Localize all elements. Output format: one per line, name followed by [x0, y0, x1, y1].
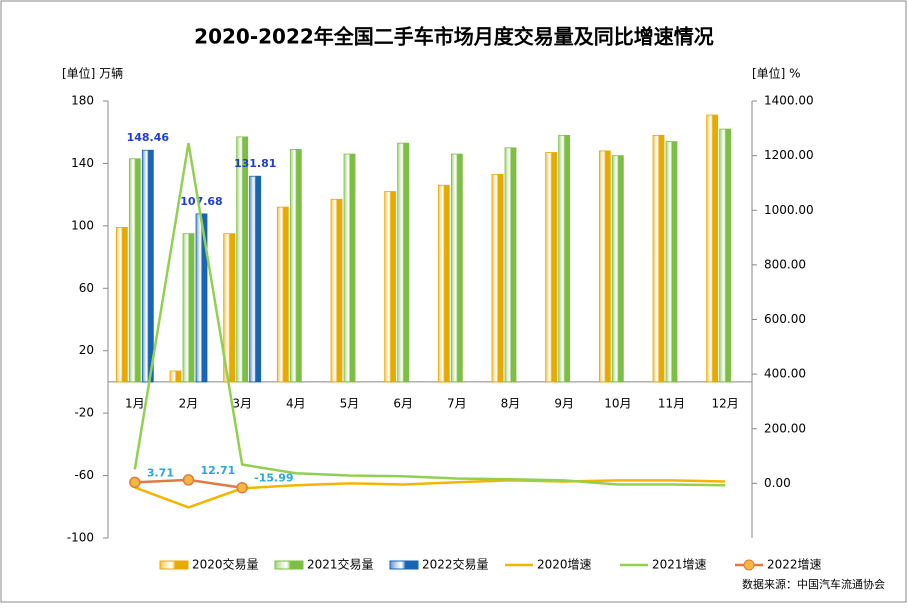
bar	[249, 175, 262, 383]
legend-label: 2022交易量	[422, 557, 489, 572]
bar	[182, 233, 195, 383]
y2-tick-label: 0.00	[764, 476, 791, 490]
y-tick-label: -20	[74, 406, 94, 420]
y2-tick-label: 600.00	[764, 312, 806, 326]
data-label: 107.68	[180, 195, 222, 208]
legend-label: 2020增速	[537, 558, 592, 572]
marker	[182, 474, 195, 486]
legend-label: 2021交易量	[307, 557, 374, 572]
bar	[450, 153, 463, 383]
legend-swatch	[389, 560, 419, 570]
y2-tick-label: 1200.00	[764, 148, 814, 162]
legend-label: 2021增速	[652, 558, 707, 572]
marker	[129, 476, 141, 489]
bar	[276, 206, 289, 383]
bar	[545, 152, 558, 383]
bar	[598, 150, 611, 383]
y-tick-label: 140	[71, 156, 94, 170]
x-tick-label: 3月	[232, 396, 252, 410]
legend-swatch	[159, 560, 189, 570]
y-tick-label: -100	[67, 531, 94, 545]
bar	[491, 173, 504, 383]
data-label: 148.46	[127, 131, 170, 144]
x-tick-label: 2月	[179, 396, 199, 410]
bar	[665, 141, 678, 383]
bar	[384, 191, 397, 383]
y-tick-label: 180	[71, 94, 94, 108]
bar	[343, 153, 356, 383]
line	[133, 142, 726, 487]
y2-tick-label: 200.00	[764, 421, 806, 435]
y-tick-label: 60	[79, 281, 94, 295]
bar	[706, 114, 719, 383]
legend-swatch	[274, 560, 304, 570]
y-tick-label: 20	[79, 343, 94, 357]
x-tick-label: 1月	[125, 396, 145, 410]
bar	[169, 370, 182, 383]
y2-tick-label: 1400.00	[764, 94, 814, 108]
x-tick-label: 6月	[393, 396, 413, 410]
data-label: 12.71	[201, 464, 236, 477]
data-label: 3.71	[147, 466, 174, 479]
y-tick-label: 100	[71, 218, 94, 232]
legend-label: 2022增速	[767, 558, 822, 572]
y2-tick-label: 400.00	[764, 367, 806, 381]
x-tick-label: 10月	[604, 396, 631, 410]
bar	[719, 128, 732, 383]
chart-title: 2020-2022年全国二手车市场月度交易量及同比增速情况	[194, 25, 714, 49]
bar	[128, 158, 141, 383]
x-tick-label: 12月	[712, 396, 739, 410]
bar	[330, 198, 343, 383]
bar	[115, 227, 128, 383]
bar	[437, 184, 450, 383]
x-tick-label: 5月	[340, 396, 360, 410]
bar	[397, 142, 410, 383]
x-tick-label: 11月	[658, 396, 685, 410]
legend-marker	[743, 559, 755, 571]
bar	[504, 147, 517, 383]
marker	[236, 481, 248, 494]
bar	[611, 155, 624, 383]
bar	[236, 136, 249, 383]
y2-tick-label: 800.00	[764, 257, 806, 271]
bar	[141, 149, 154, 383]
x-tick-label: 4月	[286, 396, 306, 410]
y2-tick-label: 1000.00	[764, 203, 814, 217]
data-label: 131.81	[234, 157, 276, 170]
x-tick-label: 9月	[554, 396, 574, 410]
x-tick-label: 7月	[447, 396, 467, 410]
line	[134, 479, 726, 509]
y-axis-label: [单位] 万辆	[62, 66, 123, 81]
data-label: -15.99	[254, 472, 293, 485]
y-tick-label: -60	[74, 468, 94, 482]
legend-label: 2020交易量	[192, 557, 259, 572]
bar	[289, 148, 302, 383]
source: 数据来源：中国汽车流通协会	[742, 577, 885, 591]
bar	[558, 134, 571, 383]
y2-axis-label: [单位] %	[752, 66, 801, 81]
x-tick-label: 8月	[501, 396, 521, 410]
bar	[652, 134, 665, 383]
